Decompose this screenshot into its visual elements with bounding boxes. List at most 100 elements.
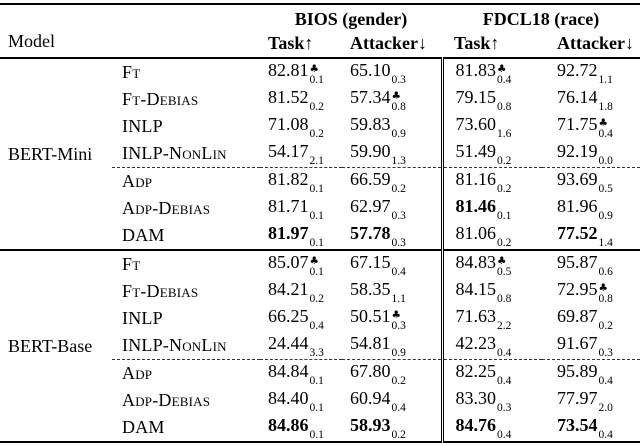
club-marker-placeholder: [497, 173, 511, 184]
std-dev-subscript: 2.1: [309, 154, 324, 167]
value-annotations: 0.1: [310, 173, 324, 195]
club-marker-placeholder: [392, 256, 406, 267]
value-cell: 84.15 0.8: [440, 278, 542, 305]
club-marker-icon: ♣: [309, 62, 319, 75]
value-annotations: 3.3: [310, 337, 324, 359]
std-dev-subscript: 0.2: [309, 100, 324, 113]
table-row: Adp-Debias 84.40 0.1 60.94 0.4 83.30 0.3 77.97 2…: [0, 387, 640, 414]
value-annotations: 0.2: [392, 365, 406, 387]
value-annotations: 0.4: [497, 337, 511, 359]
metric-value: 81.06: [455, 222, 497, 243]
metric-value: 58.35: [350, 278, 391, 299]
metric-value: 71.63: [455, 305, 497, 326]
value-annotations: 2.0: [599, 392, 613, 414]
club-marker-placeholder: [392, 200, 406, 211]
metric-value: 85.07: [268, 251, 309, 272]
value-cell: 92.19 0.0: [542, 140, 640, 168]
metric-value: 77.97: [557, 387, 598, 408]
value-annotations: 0.5: [599, 173, 613, 195]
value-annotations: 0.1: [310, 365, 324, 387]
club-marker-placeholder: [599, 419, 613, 430]
value-annotations: 1.8: [599, 91, 613, 113]
std-dev-subscript: 0.8: [391, 100, 406, 113]
value-cell: 81.06 0.2: [440, 222, 542, 250]
value-cell: 57.78 0.3: [342, 222, 442, 250]
std-dev-subscript: 0.2: [497, 154, 512, 167]
club-marker-placeholder: [310, 365, 324, 376]
club-marker-icon: ♣: [497, 62, 507, 75]
value-annotations: 0.4: [497, 419, 511, 441]
club-marker-placeholder: [599, 200, 613, 211]
club-marker-placeholder: [392, 118, 406, 129]
club-marker-placeholder: [310, 227, 324, 238]
club-marker-placeholder: [392, 337, 406, 348]
club-marker-placeholder: [497, 118, 511, 129]
std-dev-subscript: 2.2: [497, 319, 512, 332]
std-dev-subscript: 0.1: [309, 182, 324, 195]
value-annotations: ♣ 0.4: [598, 116, 613, 140]
value-cell: 84.83 ♣ 0.5: [440, 249, 542, 278]
value-annotations: 0.8: [497, 283, 511, 305]
metric-value: 57.34: [350, 86, 391, 107]
club-marker-placeholder: [392, 145, 406, 156]
metric-value: 82.81: [268, 59, 309, 80]
value-annotations: 0.3: [599, 337, 613, 359]
metric-value: 71.75: [557, 113, 598, 134]
value-cell: 54.17 2.1: [260, 140, 342, 168]
std-dev-subscript: 0.1: [309, 209, 324, 222]
table-row: INLP-NonLin 24.44 3.3 54.81 0.9 42.23 0.4 91.67…: [0, 332, 640, 360]
std-dev-subscript: 0.3: [391, 73, 406, 86]
std-dev-subscript: 1.3: [391, 154, 406, 167]
std-dev-subscript: 0.1: [309, 265, 324, 278]
method-name: DAM: [122, 225, 165, 245]
metric-value: 84.21: [268, 278, 309, 299]
value-annotations: 0.2: [310, 118, 324, 140]
std-dev-subscript: 0.4: [497, 374, 512, 387]
metric-value: 66.59: [350, 168, 391, 189]
metric-value: 81.82: [268, 168, 309, 189]
metric-value: 81.71: [268, 195, 309, 216]
metric-value: 50.51: [350, 305, 391, 326]
club-marker-placeholder: [599, 91, 613, 102]
std-dev-subscript: 0.3: [598, 346, 613, 359]
metric-value: 60.94: [350, 387, 391, 408]
std-dev-subscript: 1.8: [598, 100, 613, 113]
method-name: DAM: [122, 417, 165, 437]
club-marker-icon: ♣: [598, 116, 608, 129]
std-dev-subscript: 0.9: [391, 127, 406, 140]
value-cell: 84.84 0.1: [260, 359, 342, 387]
std-dev-subscript: 0.4: [598, 428, 613, 441]
std-dev-subscript: 0.2: [497, 236, 512, 249]
metric-value: 84.86: [268, 414, 309, 435]
value-annotations: 0.9: [392, 337, 406, 359]
std-dev-subscript: 1.4: [598, 236, 613, 249]
metric-value: 84.15: [455, 278, 497, 299]
club-marker-placeholder: [599, 173, 613, 184]
value-annotations: ♣ 0.5: [497, 255, 511, 278]
metric-value: 67.15: [350, 251, 391, 272]
club-marker-placeholder: [392, 227, 406, 238]
std-dev-subscript: 0.4: [309, 319, 324, 332]
std-dev-subscript: 0.4: [497, 346, 512, 359]
method-name: Adp: [112, 167, 260, 195]
value-cell: 71.63 2.2: [440, 305, 542, 332]
std-dev-subscript: 0.5: [598, 182, 613, 195]
club-marker-placeholder: [392, 392, 406, 403]
metric-value: 69.87: [557, 305, 598, 326]
metric-value: 92.72: [557, 59, 598, 80]
metric-value: 92.19: [557, 140, 598, 161]
std-dev-subscript: 0.2: [391, 428, 406, 441]
value-annotations: 0.4: [599, 365, 613, 387]
value-cell: 69.87 0.2: [542, 305, 640, 332]
value-annotations: 1.1: [599, 64, 613, 86]
metric-value: 54.81: [350, 332, 391, 353]
value-cell: 59.83 0.9: [342, 113, 442, 140]
club-marker-placeholder: [497, 310, 511, 321]
std-dev-subscript: 0.2: [391, 182, 406, 195]
metric-value: 54.17: [268, 140, 309, 161]
std-dev-subscript: 0.1: [309, 374, 324, 387]
value-annotations: 0.4: [392, 392, 406, 414]
value-annotations: 0.2: [599, 310, 613, 332]
value-cell: 67.15 0.4: [342, 249, 442, 278]
